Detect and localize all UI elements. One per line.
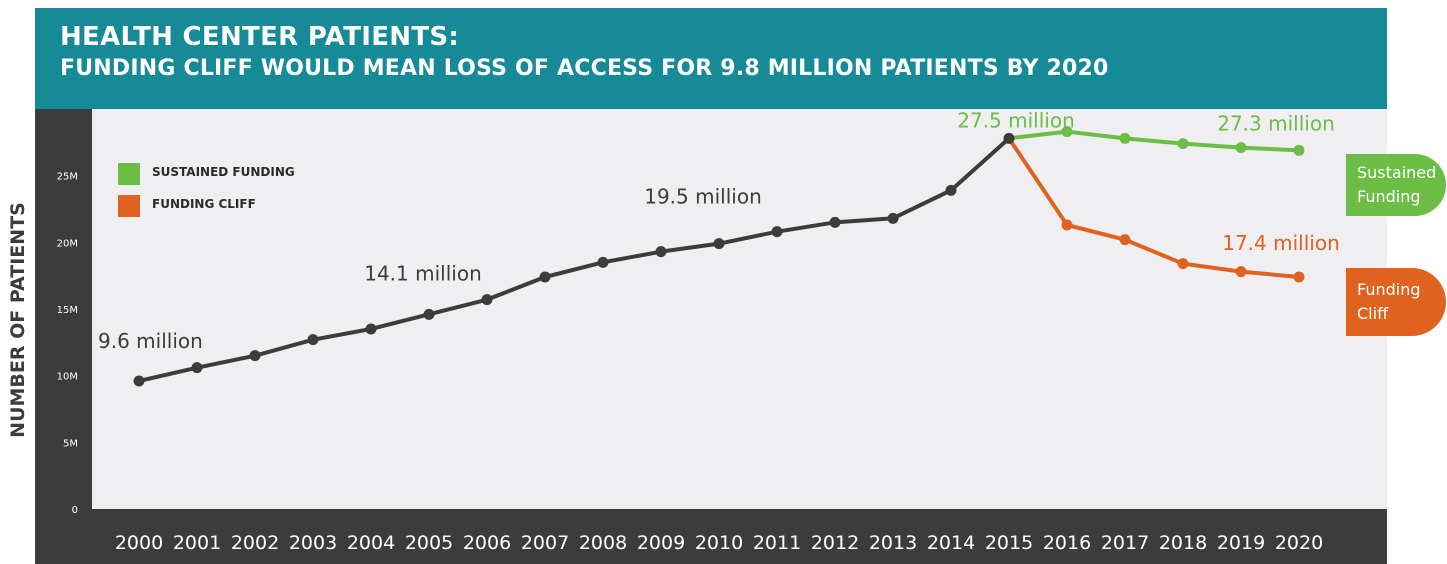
point-historical-2007 bbox=[539, 271, 551, 283]
x-tick-label-2015: 2015 bbox=[985, 532, 1033, 554]
point-historical-2015 bbox=[1003, 132, 1015, 144]
x-tick-label-2000: 2000 bbox=[115, 532, 163, 554]
point-historical-2013 bbox=[887, 212, 899, 224]
y-tick-label-10m: 10M bbox=[57, 372, 78, 383]
series-line-historical bbox=[137, 136, 1011, 383]
x-tick-label-2011: 2011 bbox=[753, 532, 801, 554]
legend-swatch-cliff bbox=[118, 195, 140, 217]
point-funding-cliff-2017 bbox=[1119, 234, 1131, 246]
point-historical-2005 bbox=[423, 308, 435, 320]
chart-title: HEALTH CENTER PATIENTS: bbox=[60, 22, 460, 52]
y-tick-label-15m: 15M bbox=[57, 305, 78, 316]
plot-area bbox=[92, 109, 1387, 510]
x-tick-label-2014: 2014 bbox=[927, 532, 975, 554]
sustained-funding-tag: Sustained Funding bbox=[1346, 154, 1446, 216]
point-sustained-funding-2017 bbox=[1119, 132, 1131, 144]
point-funding-cliff-2020 bbox=[1293, 271, 1305, 283]
legend-label-sustained: SUSTAINED FUNDING bbox=[152, 165, 295, 179]
sustained-tag-line2: Funding bbox=[1357, 187, 1421, 206]
point-historical-2008 bbox=[597, 256, 609, 268]
point-funding-cliff-2016 bbox=[1061, 219, 1073, 231]
point-historical-2012 bbox=[829, 216, 841, 228]
point-historical-2010 bbox=[713, 238, 725, 250]
x-tick-label-2008: 2008 bbox=[579, 532, 627, 554]
annotation-27-3-million: 27.3 million bbox=[1217, 111, 1335, 135]
point-historical-2014 bbox=[945, 184, 957, 196]
annotation-17-4-million: 17.4 million bbox=[1222, 231, 1340, 255]
x-tick-label-2009: 2009 bbox=[637, 532, 685, 554]
annotation-27-5-million: 27.5 million bbox=[957, 108, 1075, 132]
point-historical-2003 bbox=[307, 334, 319, 346]
point-sustained-funding-2018 bbox=[1177, 138, 1189, 150]
series-line-sustained-funding bbox=[1007, 129, 1301, 153]
chart-header bbox=[35, 8, 1387, 109]
x-tick-label-2004: 2004 bbox=[347, 532, 395, 554]
x-tick-label-2018: 2018 bbox=[1159, 532, 1207, 554]
point-historical-2000 bbox=[133, 375, 145, 387]
x-tick-label-2019: 2019 bbox=[1217, 532, 1265, 554]
annotation-14-1-million: 14.1 million bbox=[364, 261, 482, 285]
point-historical-2006 bbox=[481, 294, 493, 306]
cliff-tag-line1: Funding bbox=[1357, 280, 1421, 299]
x-tick-label-2010: 2010 bbox=[695, 532, 743, 554]
legend-label-cliff: FUNDING CLIFF bbox=[152, 197, 256, 211]
point-historical-2009 bbox=[655, 246, 667, 258]
legend-swatch-sustained bbox=[118, 163, 140, 185]
x-tick-label-2016: 2016 bbox=[1043, 532, 1091, 554]
y-tick-label-0: 0 bbox=[72, 505, 78, 516]
y-tick-label-25m: 25M bbox=[57, 172, 78, 183]
x-tick-label-2017: 2017 bbox=[1101, 532, 1149, 554]
point-sustained-funding-2019 bbox=[1235, 142, 1247, 154]
point-historical-2004 bbox=[365, 323, 377, 335]
x-tick-label-2007: 2007 bbox=[521, 532, 569, 554]
y-tick-label-5m: 5M bbox=[63, 438, 78, 449]
x-tick-label-2012: 2012 bbox=[811, 532, 859, 554]
cliff-tag-line2: Cliff bbox=[1357, 304, 1389, 323]
chart-subtitle: FUNDING CLIFF WOULD MEAN LOSS OF ACCESS … bbox=[60, 56, 1109, 81]
series-line-funding-cliff bbox=[1007, 136, 1301, 279]
point-historical-2002 bbox=[249, 350, 261, 362]
point-funding-cliff-2018 bbox=[1177, 258, 1189, 270]
point-sustained-funding-2020 bbox=[1293, 144, 1305, 156]
x-tick-label-2003: 2003 bbox=[289, 532, 337, 554]
x-tick-label-2005: 2005 bbox=[405, 532, 453, 554]
annotation-19-5-million: 19.5 million bbox=[644, 185, 762, 209]
point-sustained-funding-2016 bbox=[1061, 126, 1073, 138]
point-historical-2011 bbox=[771, 226, 783, 238]
x-tick-label-2020: 2020 bbox=[1275, 532, 1323, 554]
point-historical-2001 bbox=[191, 362, 203, 374]
y-tick-label-20m: 20M bbox=[57, 238, 78, 249]
x-tick-label-2002: 2002 bbox=[231, 532, 279, 554]
point-funding-cliff-2019 bbox=[1235, 266, 1247, 278]
sustained-tag-line1: Sustained bbox=[1357, 163, 1437, 182]
x-tick-label-2006: 2006 bbox=[463, 532, 511, 554]
x-tick-label-2013: 2013 bbox=[869, 532, 917, 554]
funding-cliff-tag: Funding Cliff bbox=[1346, 268, 1446, 336]
x-tick-label-2001: 2001 bbox=[173, 532, 221, 554]
annotation-9-6-million: 9.6 million bbox=[98, 329, 203, 353]
